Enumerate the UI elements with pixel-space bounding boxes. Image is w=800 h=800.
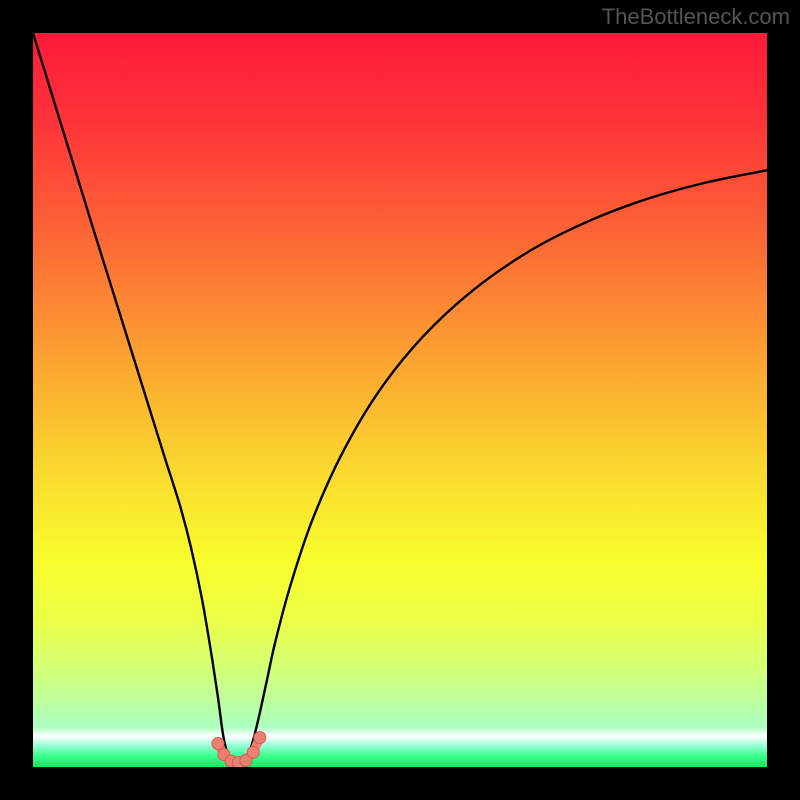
watermark-text: TheBottleneck.com: [602, 4, 790, 30]
chart-stage: TheBottleneck.com: [0, 0, 800, 800]
flat-band-marker: [212, 738, 224, 750]
chart-svg: [0, 0, 800, 800]
plot-area: [33, 33, 767, 767]
flat-band-marker: [247, 746, 259, 758]
flat-band-marker: [254, 732, 266, 744]
